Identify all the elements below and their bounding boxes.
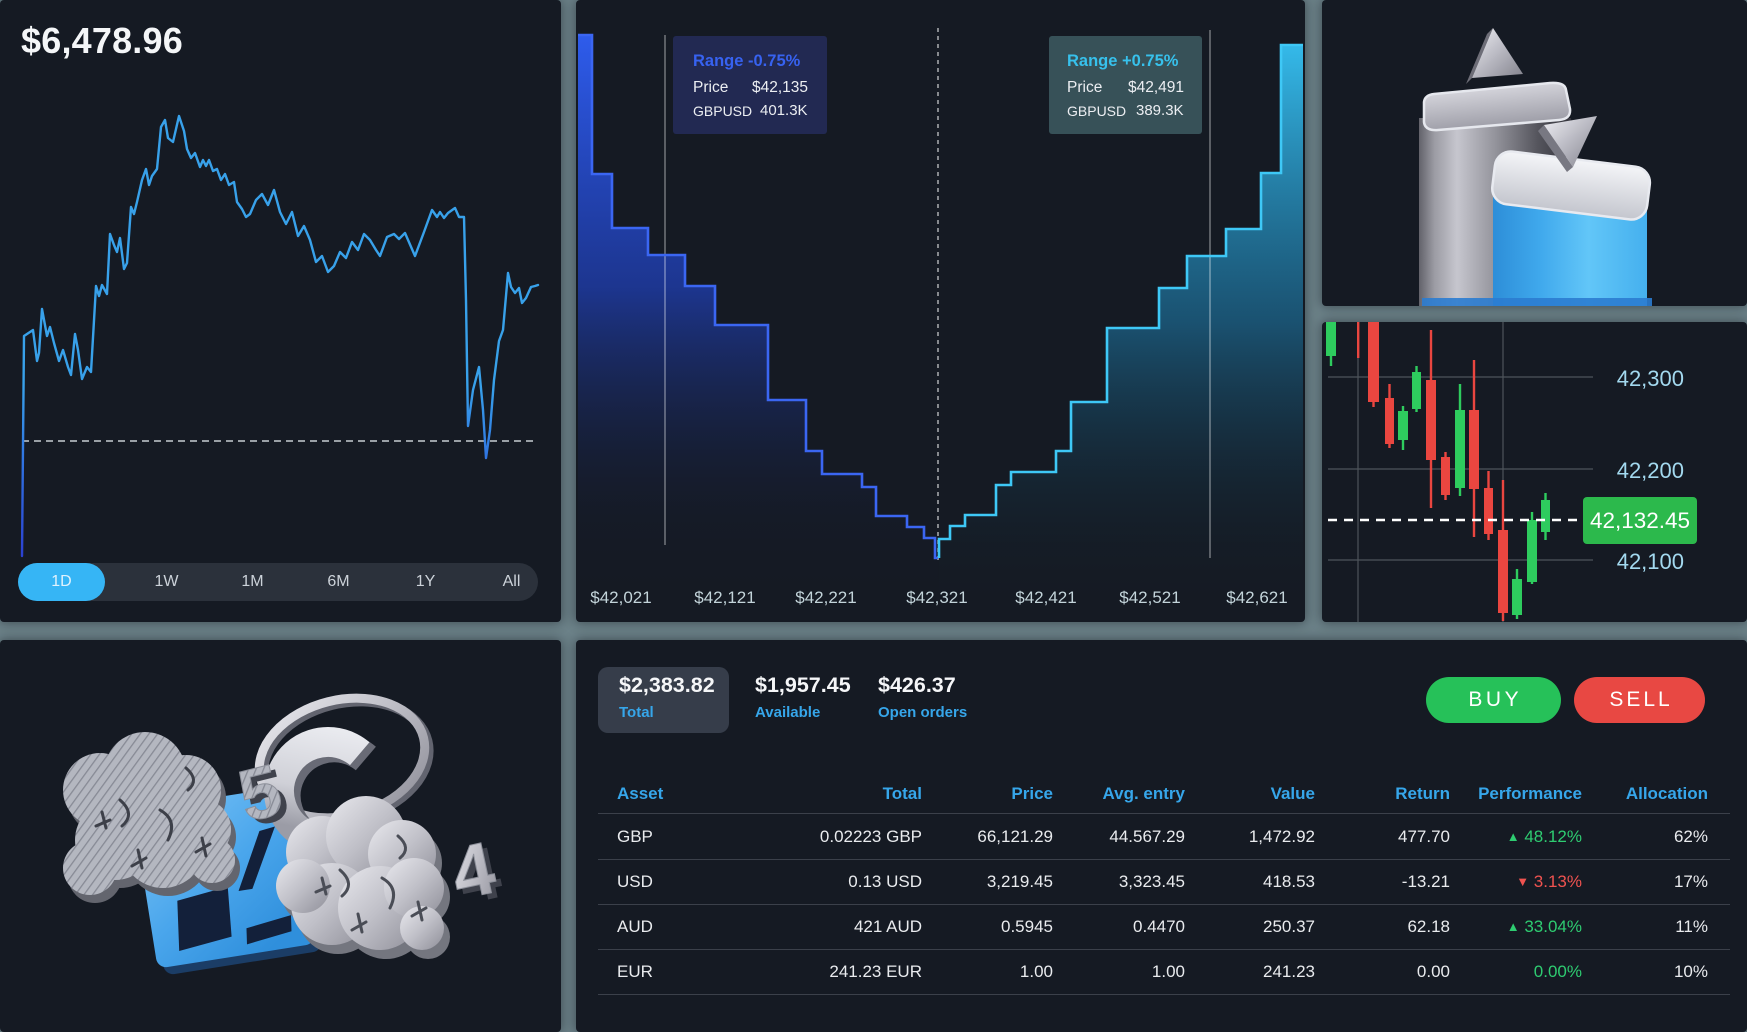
svg-text:4: 4 xyxy=(444,826,502,916)
